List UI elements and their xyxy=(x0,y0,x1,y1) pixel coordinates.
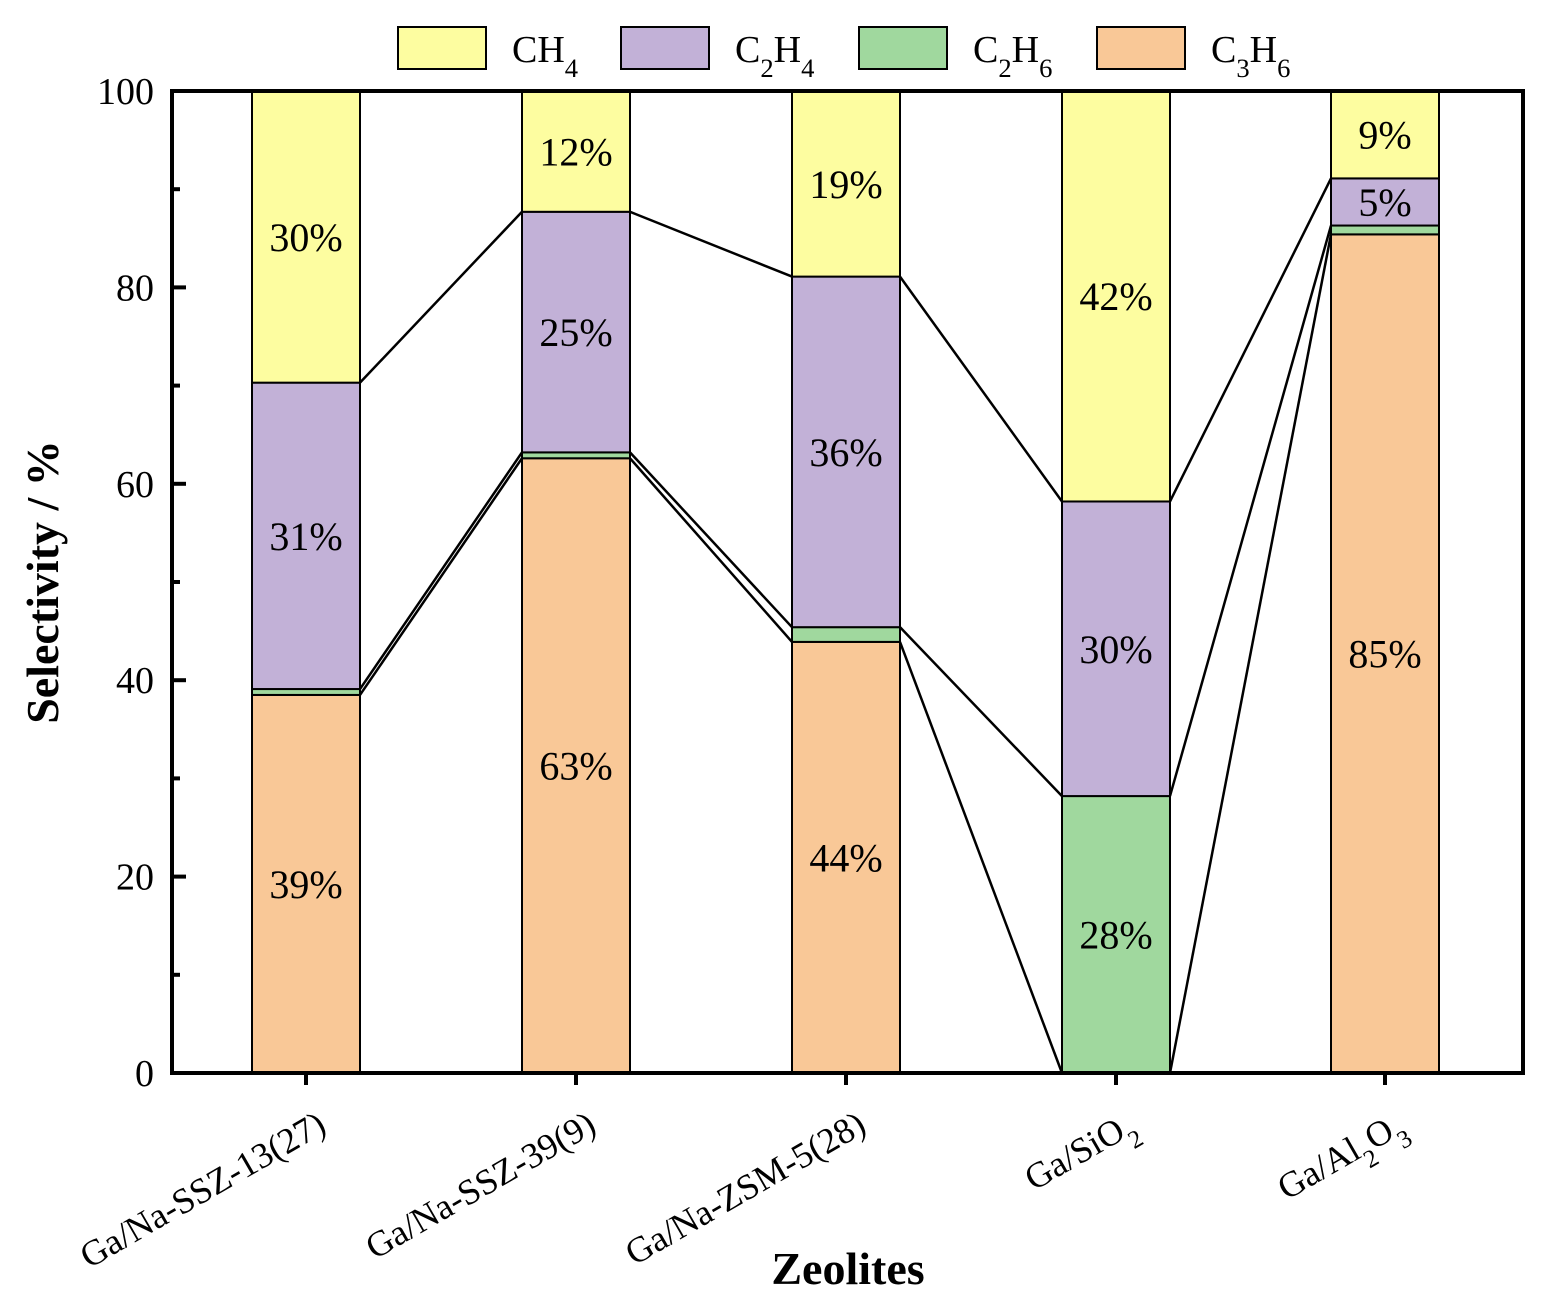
legend: CH4 C2H4 C2H6 C3H6 xyxy=(397,26,1290,83)
connector-line-c2h6-1 xyxy=(358,451,524,690)
data-label-ch4-2: 12% xyxy=(539,129,612,174)
connector-line-c2h6-2 xyxy=(629,451,793,629)
bar-segment-c3h6-5 xyxy=(1330,233,1440,1074)
x-tick-label: Ga/Al2O3 xyxy=(1270,1103,1416,1217)
connector-line-c3h6-3 xyxy=(898,641,1064,1074)
y-tick-label: 100 xyxy=(97,71,154,113)
legend-swatch-c2h6 xyxy=(858,26,948,70)
data-label-ch4-3: 19% xyxy=(809,162,882,207)
legend-swatch-ch4 xyxy=(397,26,487,70)
data-label-ch4-1: 30% xyxy=(269,215,342,260)
y-tick-label: 80 xyxy=(116,267,154,309)
y-axis: 0 20 40 60 80 100 xyxy=(97,71,186,1095)
x-axis: Ga/Na-SSZ-13(27) Ga/Na-SSZ-39(9) Ga/Na-ZSM… xyxy=(73,1073,1417,1276)
data-label-c3h6-5: 85% xyxy=(1348,632,1421,677)
connector-line-c2h4-3 xyxy=(898,275,1064,503)
connector-line-c2h4-2 xyxy=(629,210,793,278)
y-axis-title: Selectivity / % xyxy=(17,440,68,724)
connector-line-c3h6-2 xyxy=(629,457,793,643)
bar-segment-c3h6-2 xyxy=(521,457,631,1074)
bar-segment-c2h4-1 xyxy=(251,381,361,691)
connector-line-c2h4-4 xyxy=(1168,177,1333,503)
data-label-c3h6-1: 39% xyxy=(269,862,342,907)
data-label-c3h6-3: 44% xyxy=(809,835,882,880)
data-label-c2h4-1: 31% xyxy=(269,514,342,559)
connector-line-c3h6-1 xyxy=(358,457,524,696)
connector-line-c2h6-3 xyxy=(899,626,1063,797)
data-label-ch4-4: 42% xyxy=(1079,274,1152,319)
data-label-c3h6-2: 63% xyxy=(539,744,612,789)
data-label-c2h4-3: 36% xyxy=(809,430,882,475)
bar-segment-ch4-3 xyxy=(791,90,901,278)
x-tick-label: Ga/SiO2 xyxy=(1018,1103,1148,1208)
y-tick-label: 0 xyxy=(135,1053,154,1095)
bar-segment-ch4-4 xyxy=(1061,90,1171,503)
legend-label-c3h6: C3H6 xyxy=(1211,29,1290,83)
data-label-c2h6-4: 28% xyxy=(1079,913,1152,958)
bar-segment-c3h6-1 xyxy=(251,693,361,1074)
bar-segment-c2h4-5 xyxy=(1330,177,1440,227)
legend-label-ch4: CH4 xyxy=(512,29,578,83)
x-tick-label: Ga/Na-SSZ-39(9) xyxy=(359,1103,602,1267)
data-label-c2h4-4: 30% xyxy=(1079,627,1152,672)
x-axis-title: Zeolites xyxy=(771,1243,924,1294)
connector-line-c3h6-4 xyxy=(1168,234,1333,1074)
bar-segment-c2h6-3 xyxy=(791,626,901,643)
data-label-c2h4-2: 25% xyxy=(539,310,612,355)
connector-line-c2h6-4 xyxy=(1168,225,1333,797)
y-tick-label: 40 xyxy=(116,660,154,702)
bar-segment-c2h6-5 xyxy=(1330,224,1440,236)
y-tick-label: 20 xyxy=(116,857,154,899)
segment-labels-layer: 39% 31% 30% 63% 25% 12% 44% 36% 19% 28% 30% 42% 85% 5… xyxy=(269,113,1421,958)
bars-layer xyxy=(251,90,1440,1074)
bar-segment-ch4-5 xyxy=(1330,90,1440,180)
x-tick-label: Ga/Na-SSZ-13(27) xyxy=(73,1103,332,1276)
legend-label-c2h4: C2H4 xyxy=(735,29,814,83)
legend-swatch-c3h6 xyxy=(1096,26,1186,70)
data-label-ch4-5: 9% xyxy=(1358,113,1411,158)
legend-label-c2h6: C2H6 xyxy=(973,29,1052,83)
y-tick-label: 60 xyxy=(116,464,154,506)
data-label-c2h4-5: 5% xyxy=(1358,180,1411,225)
bar-segment-c2h6-4 xyxy=(1061,795,1171,1074)
connector-line-c2h4-1 xyxy=(359,210,523,384)
bar-segment-c2h4-3 xyxy=(791,275,901,629)
bar-segment-ch4-1 xyxy=(251,90,361,384)
legend-swatch-c2h4 xyxy=(620,26,710,70)
